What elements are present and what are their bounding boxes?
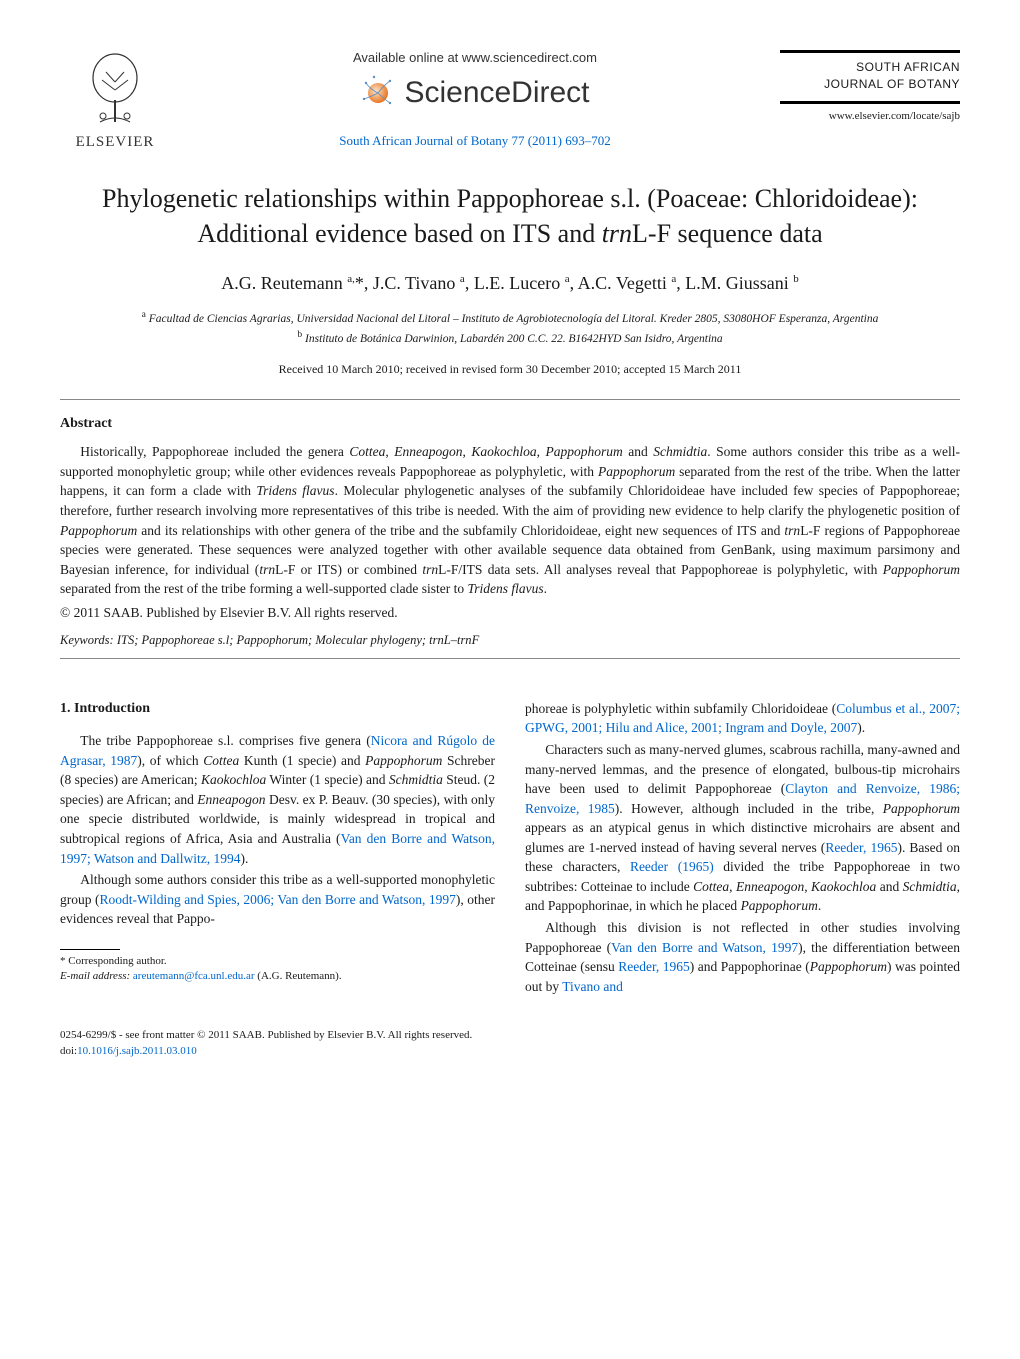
- intro-p3: Characters such as many-nerved glumes, s…: [525, 740, 960, 916]
- page-footer: 0254-6299/$ - see front matter © 2011 SA…: [60, 1028, 960, 1059]
- doi-link[interactable]: 10.1016/j.sajb.2011.03.010: [77, 1045, 197, 1057]
- journal-badge: SOUTH AFRICAN JOURNAL OF BOTANY www.else…: [780, 50, 960, 122]
- divider-top: [60, 399, 960, 400]
- body-columns: 1. Introduction The tribe Pappophoreae s…: [60, 699, 960, 998]
- badge-line1: SOUTH AFRICAN: [856, 60, 960, 74]
- corr-email-line: E-mail address: areutemann@fca.unl.edu.a…: [60, 969, 495, 984]
- doi-label: doi:: [60, 1045, 77, 1057]
- abstract-copyright: © 2011 SAAB. Published by Elsevier B.V. …: [60, 605, 960, 621]
- journal-reference[interactable]: South African Journal of Botany 77 (2011…: [190, 133, 760, 149]
- left-column: 1. Introduction The tribe Pappophoreae s…: [60, 699, 495, 998]
- email-address[interactable]: areutemann@fca.unl.edu.ar: [133, 970, 255, 982]
- affiliation-a: Facultad de Ciencias Agrarias, Universid…: [149, 313, 879, 325]
- footer-doi-line: doi:10.1016/j.sajb.2011.03.010: [60, 1044, 960, 1059]
- corresponding-author-footnote: * Corresponding author. E-mail address: …: [60, 954, 495, 985]
- right-column: phoreae is polyphyletic within subfamily…: [525, 699, 960, 998]
- abstract-heading: Abstract: [60, 416, 960, 432]
- footnote-rule: [60, 949, 120, 950]
- intro-p1-cont: phoreae is polyphyletic within subfamily…: [525, 699, 960, 738]
- sciencedirect-text: ScienceDirect: [404, 76, 589, 110]
- keywords: Keywords: ITS; Pappophoreae s.l; Pappoph…: [60, 633, 960, 648]
- affiliation-b: Instituto de Botánica Darwinion, Labardé…: [305, 333, 723, 345]
- article-title: Phylogenetic relationships within Pappop…: [100, 181, 920, 251]
- section-heading: 1. Introduction: [60, 699, 495, 719]
- available-online-text: Available online at www.sciencedirect.co…: [190, 50, 760, 65]
- authors: A.G. Reutemann a,*, J.C. Tivano a, L.E. …: [60, 273, 960, 294]
- footer-copyright: 0254-6299/$ - see front matter © 2011 SA…: [60, 1028, 960, 1043]
- intro-p2: Although some authors consider this trib…: [60, 870, 495, 929]
- sciencedirect-icon: [360, 75, 396, 111]
- intro-p4: Although this division is not reflected …: [525, 918, 960, 996]
- affiliations: a Facultad de Ciencias Agrarias, Univers…: [60, 308, 960, 348]
- divider-bottom: [60, 658, 960, 659]
- sciencedirect-brand: ScienceDirect: [190, 75, 760, 111]
- corr-author: * Corresponding author.: [60, 954, 495, 969]
- badge-line2: JOURNAL OF BOTANY: [824, 77, 960, 91]
- badge-rule: [780, 101, 960, 104]
- intro-p1: The tribe Pappophoreae s.l. comprises fi…: [60, 731, 495, 868]
- email-tail: (A.G. Reutemann).: [257, 970, 341, 982]
- journal-badge-title: SOUTH AFRICAN JOURNAL OF BOTANY: [780, 50, 960, 93]
- journal-url[interactable]: www.elsevier.com/locate/sajb: [780, 110, 960, 122]
- article-dates: Received 10 March 2010; received in revi…: [60, 362, 960, 377]
- header-center: Available online at www.sciencedirect.co…: [170, 50, 780, 149]
- email-label: E-mail address:: [60, 970, 130, 982]
- publisher-logo: ELSEVIER: [60, 50, 170, 151]
- elsevier-tree-icon: [80, 50, 150, 130]
- paper-header: ELSEVIER Available online at www.science…: [60, 50, 960, 151]
- abstract-body: Historically, Pappophoreae included the …: [60, 442, 960, 599]
- publisher-name: ELSEVIER: [76, 134, 155, 151]
